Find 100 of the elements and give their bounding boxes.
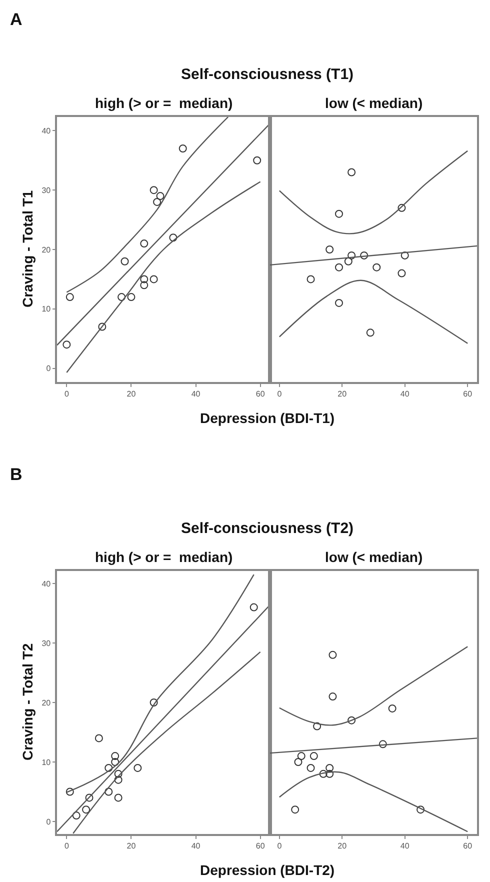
point	[335, 298, 343, 307]
point	[104, 764, 113, 772]
x-tick-label: 40	[191, 841, 201, 850]
x-tick-label: 60	[463, 841, 473, 850]
chart-subtitle: low (< median)	[325, 549, 423, 565]
y-tick-label: 30	[42, 186, 52, 195]
x-axis-title: Depression (BDI-T1)	[200, 410, 335, 426]
y-tick-label: 20	[42, 245, 52, 254]
x-tick-label: 20	[126, 841, 136, 850]
point	[326, 764, 334, 772]
x-tick-label: 0	[64, 841, 70, 850]
point	[85, 794, 94, 802]
point	[72, 812, 80, 820]
point	[306, 764, 315, 772]
y-axis-title: Craving - Total T1	[20, 190, 36, 308]
point	[348, 251, 356, 260]
x-tick-label: 20	[338, 389, 348, 398]
point	[366, 328, 374, 337]
point	[156, 192, 164, 200]
x-tick-label: 0	[64, 389, 70, 398]
point	[134, 764, 142, 772]
point	[313, 722, 322, 730]
point	[319, 770, 328, 778]
point	[294, 758, 302, 766]
x-tick-label: 20	[338, 841, 348, 850]
point	[150, 186, 158, 194]
point	[400, 251, 409, 260]
point	[111, 758, 120, 766]
point	[348, 716, 356, 724]
chart-title: Self-consciousness (T2)	[181, 520, 354, 537]
point	[153, 198, 162, 206]
chart-subtitle: high (> or = median)	[95, 549, 233, 565]
point	[326, 246, 334, 254]
point	[326, 770, 334, 778]
point	[104, 788, 113, 796]
x-tick-label: 20	[126, 389, 136, 398]
y-tick-label: 40	[42, 126, 52, 136]
x-tick-label: 60	[256, 841, 266, 850]
point	[66, 293, 74, 302]
point	[291, 806, 300, 814]
y-axis-title: Craving - Total T2	[20, 643, 36, 760]
y-tick-label: 40	[42, 579, 52, 588]
point	[150, 275, 158, 284]
point	[335, 210, 343, 218]
chart-subtitle: low (< median)	[325, 95, 423, 111]
point	[348, 168, 356, 176]
x-axis-title: Depression (BDI-T2)	[200, 862, 335, 878]
point	[378, 740, 387, 748]
point	[114, 794, 122, 802]
y-tick-label: 10	[42, 758, 52, 767]
point	[360, 251, 368, 260]
x-tick-label: 0	[277, 389, 282, 398]
point	[140, 275, 148, 284]
point	[140, 281, 148, 290]
point	[66, 788, 74, 796]
point	[118, 293, 126, 302]
x-tick-label: 40	[191, 389, 201, 398]
y-tick-label: 20	[42, 698, 52, 708]
point	[344, 257, 352, 266]
x-tick-label: 0	[277, 841, 282, 850]
text: B	[10, 465, 22, 484]
y-tick-label: 0	[46, 364, 52, 374]
point	[111, 752, 120, 760]
point	[328, 650, 337, 659]
point	[169, 234, 178, 242]
point	[114, 776, 122, 784]
point	[416, 806, 425, 814]
point	[94, 734, 103, 742]
text: A	[10, 10, 22, 29]
chart-title: Self-consciousness (T1)	[181, 66, 354, 83]
point	[306, 275, 315, 284]
x-tick-label: 60	[256, 389, 266, 398]
point	[253, 156, 262, 164]
point	[98, 322, 106, 331]
x-tick-label: 40	[400, 389, 410, 398]
point	[178, 144, 187, 152]
point	[250, 603, 258, 612]
point	[120, 257, 129, 266]
point	[140, 240, 148, 248]
line-series	[72, 651, 261, 834]
point	[372, 263, 381, 272]
point	[398, 269, 406, 278]
point	[127, 293, 136, 302]
point	[398, 204, 406, 212]
y-tick-label: 0	[46, 817, 52, 826]
y-tick-label: 30	[42, 638, 52, 648]
point	[297, 752, 306, 760]
chart-subtitle: high (> or = median)	[95, 95, 233, 111]
point	[328, 692, 337, 701]
point	[150, 698, 158, 706]
point	[310, 752, 318, 760]
x-tick-label: 40	[400, 841, 410, 850]
x-tick-label: 60	[463, 389, 473, 398]
line-series	[66, 181, 261, 374]
point	[82, 806, 90, 814]
point	[335, 263, 343, 272]
point	[62, 340, 71, 349]
point	[388, 704, 396, 712]
y-tick-label: 10	[42, 304, 52, 314]
point	[114, 770, 122, 778]
